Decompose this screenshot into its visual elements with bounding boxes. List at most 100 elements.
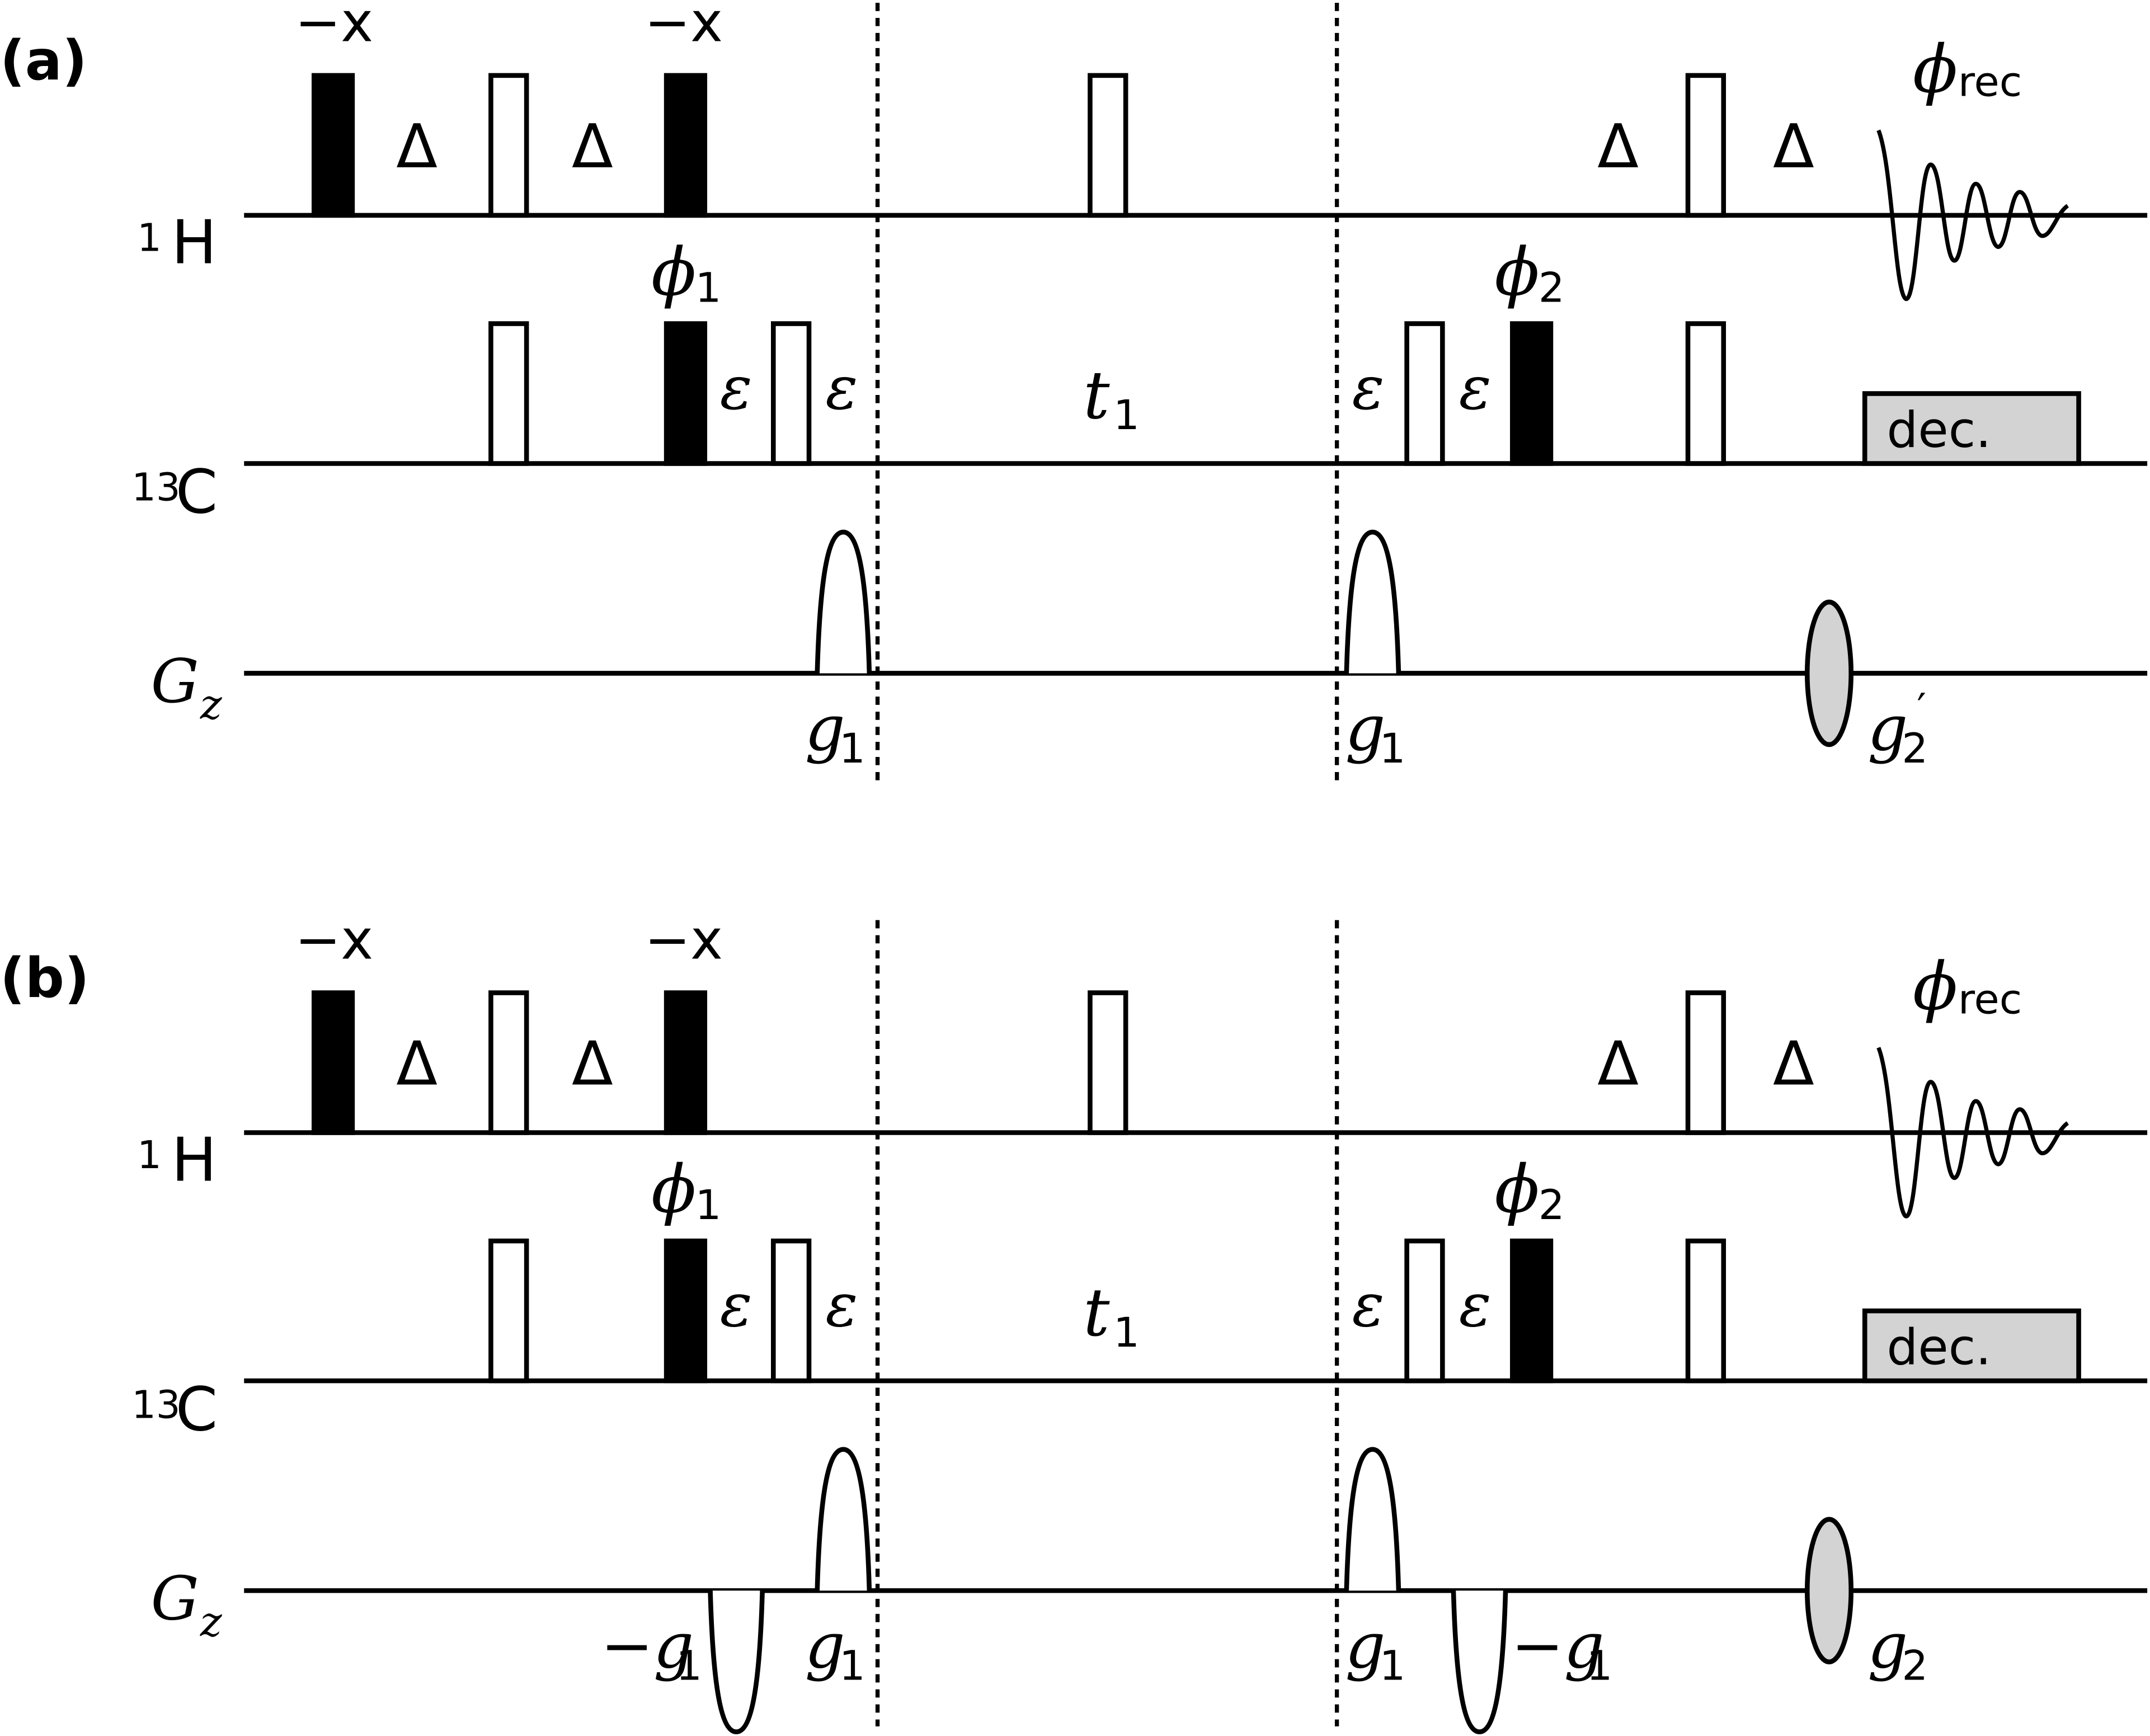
h-90-pulse [664, 990, 708, 1135]
phase-label: −x [295, 0, 373, 55]
phase-subscript: 1 [695, 1182, 722, 1229]
delay-label: ε [1352, 1271, 1385, 1340]
h-180-pulse [1088, 73, 1128, 218]
gradient-label: −g [1511, 1608, 1605, 1682]
evolution-time-subscript: 1 [1113, 392, 1140, 439]
decoupling-block [1862, 391, 2081, 466]
h-channel-label: H [171, 208, 217, 278]
h-90-pulse [311, 990, 355, 1135]
gz-channel-subscript: z [200, 1598, 223, 1646]
gradient-subscript: 1 [839, 1642, 865, 1690]
c-channel-label: C [176, 458, 218, 528]
fid-signal [1876, 1047, 2069, 1219]
decoupling-label: dec. [1886, 401, 1991, 459]
gz-channel-subscript: z [200, 681, 223, 728]
c-channel-label: C [176, 1375, 218, 1445]
c-180-pulse [771, 1238, 812, 1384]
gradient-pulse-shaded [1804, 1517, 1853, 1664]
gradient-label: −g [600, 1608, 694, 1682]
delay-label: ε [720, 353, 752, 423]
decoupling-block [1862, 1308, 2081, 1384]
h-90-pulse [664, 73, 708, 218]
gradient-subscript: 1 [1380, 725, 1406, 773]
gradient-pulse [815, 1447, 872, 1591]
gradient-subscript: 1 [1587, 1642, 1613, 1690]
delay-label: ε [825, 1271, 858, 1340]
gz-channel-label: G [151, 1564, 199, 1634]
h-channel-label: H [171, 1125, 217, 1195]
delay-label: ε [1352, 353, 1385, 423]
c-90-pulse [1510, 321, 1554, 466]
delay-label: Δ [1597, 1029, 1639, 1099]
gradient-subscript: 2 [1902, 725, 1928, 773]
gradient-subscript: 2 [1902, 1642, 1928, 1690]
fid-signal [1876, 129, 2069, 302]
c-180-pulse [488, 321, 529, 466]
h-180-pulse [488, 73, 529, 218]
gradient-subscript: 1 [1380, 1642, 1406, 1690]
c-180-pulse [1685, 321, 1726, 466]
phase-label: −x [295, 908, 373, 972]
gradient-label: g [1867, 1608, 1908, 1682]
c-180-pulse [1404, 1238, 1445, 1384]
h-isotope-superscript: 1 [137, 216, 162, 261]
c-90-pulse [664, 321, 708, 466]
evolution-time-label: t [1083, 357, 1110, 434]
delay-label: Δ [396, 112, 437, 182]
h-180-pulse [1685, 73, 1726, 218]
delay-label: Δ [1773, 1029, 1814, 1099]
phase-label: −x [644, 0, 723, 55]
h-180-pulse [488, 990, 529, 1135]
gradient-pulse-negative [708, 1590, 765, 1734]
phase-subscript: 1 [695, 264, 722, 312]
delay-label: ε [720, 1271, 752, 1340]
c-isotope-superscript: 13 [131, 465, 180, 510]
gradient-pulse [815, 529, 872, 674]
delay-label: ε [1459, 353, 1492, 423]
evolution-time-label: t [1083, 1274, 1110, 1351]
gradient-label: g [805, 1608, 845, 1682]
phase-subscript: 2 [1539, 264, 1565, 312]
c-180-pulse [771, 321, 812, 466]
delay-label: Δ [1597, 112, 1639, 182]
gradient-label: g [1345, 1608, 1385, 1682]
delay-label: ε [825, 353, 858, 423]
c-180-pulse [488, 1238, 529, 1384]
delay-label: Δ [1773, 112, 1814, 182]
gz-channel-label: G [151, 647, 199, 717]
panel-a: (a) [0, 2, 2148, 782]
phase-label: ϕ [651, 234, 696, 310]
phase-subscript: 2 [1539, 1182, 1565, 1229]
delay-label: ε [1459, 1271, 1492, 1340]
gradient-pulse-shaded [1804, 599, 1853, 747]
c-180-pulse [1685, 1238, 1726, 1384]
delay-label: Δ [572, 112, 613, 182]
phase-label: −x [644, 908, 723, 972]
decoupling-label: dec. [1886, 1319, 1991, 1376]
h-isotope-superscript: 1 [137, 1133, 162, 1178]
evolution-time-subscript: 1 [1113, 1309, 1140, 1357]
gradient-prime: ′ [1917, 685, 1926, 733]
gradient-label: g [1867, 691, 1908, 765]
panel-b-label: (b) [0, 947, 90, 1010]
receiver-phase-subscript: rec [1958, 59, 2022, 106]
c-90-pulse [1510, 1238, 1554, 1384]
gradient-pulse [1344, 1447, 1401, 1591]
receiver-phase-subscript: rec [1958, 976, 2022, 1023]
c-90-pulse [664, 1238, 708, 1384]
panel-a-labels: −x −x Δ Δ Δ Δ ϕ rec 1 H ϕ 1 ϕ 2 ε ε ε ε … [131, 0, 2022, 773]
phase-label: ϕ [1494, 234, 1539, 310]
gradient-label: g [805, 691, 845, 765]
h-180-pulse [1088, 990, 1128, 1135]
gradient-pulse-negative [1451, 1590, 1508, 1734]
receiver-phase-label: ϕ [1913, 948, 1958, 1025]
gradient-subscript: 1 [839, 725, 865, 773]
gradient-pulse [1344, 529, 1401, 674]
panel-a-label: (a) [0, 29, 87, 93]
delay-label: Δ [396, 1029, 437, 1099]
c-isotope-superscript: 13 [131, 1382, 180, 1427]
h-90-pulse [311, 73, 355, 218]
panel-b: (b) −x −x Δ Δ Δ Δ ϕ rec 1 H ϕ 1 ϕ 2 ε ε … [0, 908, 2148, 1734]
receiver-phase-label: ϕ [1913, 31, 1958, 107]
